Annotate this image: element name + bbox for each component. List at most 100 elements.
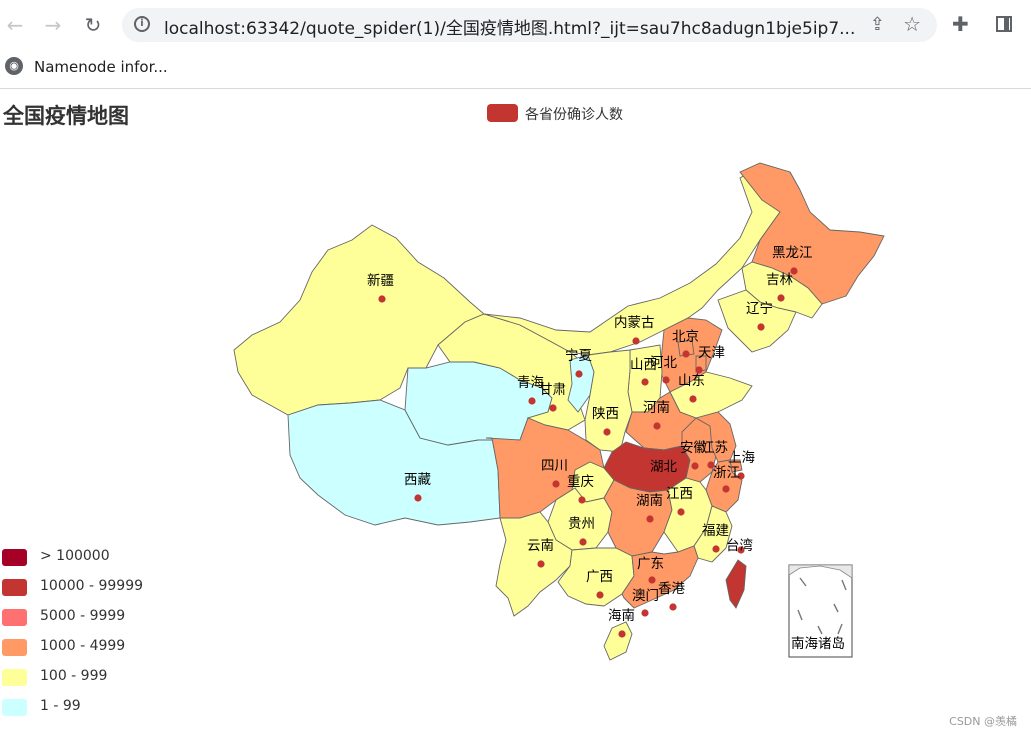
province-marker-fujian[interactable] <box>712 545 720 553</box>
province-marker-heilongjiang[interactable] <box>790 267 798 275</box>
province-yunnan[interactable] <box>495 511 573 617</box>
province-marker-jiangsu[interactable] <box>707 461 715 469</box>
province-marker-guizhou[interactable] <box>579 538 587 546</box>
province-beijing[interactable] <box>677 339 695 357</box>
province-label-shanghai: 上海 <box>728 450 755 466</box>
province-marker-yunnan[interactable] <box>537 560 545 568</box>
province-marker-shanghai[interactable] <box>737 472 745 480</box>
province-label-nanhai: 南海诸岛 <box>791 636 845 652</box>
province-label-hubei: 湖北 <box>650 459 678 475</box>
province-label-zhejiang: 浙江 <box>713 465 740 481</box>
province-label-ningxia: 宁夏 <box>565 347 593 364</box>
visual-map-swatch <box>2 609 27 626</box>
province-marker-zhejiang[interactable] <box>722 485 730 493</box>
province-marker-macau[interactable] <box>641 609 649 617</box>
province-marker-xinjiang[interactable] <box>378 295 386 303</box>
province-label-shanxi: 山西 <box>630 357 657 373</box>
province-hunan[interactable] <box>603 479 673 557</box>
province-marker-taiwan[interactable] <box>737 546 745 554</box>
province-marker-beijing[interactable] <box>682 350 690 358</box>
province-label-heilongjiang: 黑龙江 <box>772 245 813 261</box>
province-taiwan[interactable] <box>725 559 747 609</box>
province-guangdong[interactable] <box>621 545 699 609</box>
province-label-jiangsu: 江苏 <box>701 440 728 456</box>
province-marker-anhui[interactable] <box>691 462 699 470</box>
province-marker-ningxia[interactable] <box>575 370 583 378</box>
province-label-qinghai: 青海 <box>517 375 544 391</box>
province-marker-hunan[interactable] <box>646 515 654 523</box>
chart-title: 全国疫情地图 <box>3 104 129 128</box>
bookmark-item[interactable]: Namenode infor... <box>34 58 168 76</box>
province-label-shandong: 山东 <box>678 373 705 389</box>
reload-icon[interactable]: ↻ <box>84 13 102 37</box>
visual-map-swatch <box>2 549 27 566</box>
bookmarks-bar: ◉ Namenode infor... <box>0 52 1031 89</box>
province-marker-hainan[interactable] <box>618 630 626 638</box>
province-marker-liaoning[interactable] <box>757 323 765 331</box>
province-marker-henan[interactable] <box>653 422 661 430</box>
province-label-macau: 澳门 <box>632 588 659 604</box>
province-label-anhui: 安徽 <box>680 440 708 456</box>
side-panel-icon[interactable] <box>996 16 1012 32</box>
visual-map-label: 1000 - 4999 <box>40 638 126 654</box>
province-label-xinjiang: 新疆 <box>367 273 394 289</box>
province-label-henan: 河南 <box>643 400 670 416</box>
province-label-taiwan: 台湾 <box>726 537 753 554</box>
address-bar[interactable]: i localhost:63342/quote_spider(1)/全国疫情地图… <box>122 8 937 42</box>
province-xinjiang[interactable] <box>233 224 485 416</box>
province-marker-hebei[interactable] <box>662 376 670 384</box>
province-shaanxi[interactable] <box>584 349 633 453</box>
province-marker-shanxi[interactable] <box>641 378 649 386</box>
province-marker-guangxi[interactable] <box>596 591 604 599</box>
url-text[interactable]: localhost:63342/quote_spider(1)/全国疫情地图.h… <box>164 19 854 39</box>
legend-swatch <box>487 104 518 122</box>
province-liaoning[interactable] <box>717 289 797 353</box>
puzzle-icon[interactable]: ✚ <box>952 12 969 36</box>
province-marker-jilin[interactable] <box>777 294 785 302</box>
share-icon[interactable]: ⇪ <box>869 14 885 35</box>
visual-map-swatch <box>2 639 27 656</box>
credit-text: CSDN @羡橘 <box>949 715 1017 728</box>
province-marker-hubei[interactable] <box>661 480 669 488</box>
province-label-neimenggu: 内蒙古 <box>614 315 655 331</box>
province-label-beijing: 北京 <box>672 329 699 345</box>
province-marker-tianjin[interactable] <box>695 366 703 374</box>
star-icon[interactable]: ☆ <box>903 12 921 36</box>
province-marker-shandong[interactable] <box>689 395 697 403</box>
province-label-xizang: 西藏 <box>404 472 431 488</box>
globe-icon: ◉ <box>5 57 23 75</box>
province-label-chongqing: 重庆 <box>567 474 594 490</box>
province-marker-neimenggu[interactable] <box>632 337 640 345</box>
province-marker-hongkong[interactable] <box>669 603 677 611</box>
info-icon[interactable]: i <box>134 16 150 32</box>
province-label-liaoning: 辽宁 <box>746 300 773 317</box>
province-marker-chongqing[interactable] <box>578 496 586 504</box>
province-marker-qinghai[interactable] <box>528 397 536 405</box>
visual-map-label: 10000 - 99999 <box>40 578 144 594</box>
visual-map-label: 5000 - 9999 <box>40 608 126 624</box>
province-label-jilin: 吉林 <box>766 272 794 288</box>
province-label-yunnan: 云南 <box>527 538 554 554</box>
province-marker-shaanxi[interactable] <box>603 428 611 436</box>
province-label-tianjin: 天津 <box>698 345 725 361</box>
forward-icon[interactable]: → <box>44 13 62 37</box>
visual-map-label: 1 - 99 <box>40 698 81 714</box>
province-marker-xizang[interactable] <box>414 494 422 502</box>
back-icon[interactable]: ← <box>6 13 24 37</box>
province-label-guizhou: 贵州 <box>568 516 595 532</box>
province-label-guangxi: 广西 <box>586 569 613 585</box>
province-label-guangdong: 广东 <box>637 556 664 572</box>
province-marker-jiangxi[interactable] <box>677 508 685 516</box>
province-label-hongkong: 香港 <box>658 581 686 597</box>
province-heilongjiang[interactable] <box>739 162 885 305</box>
province-label-gansu: 甘肃 <box>539 382 566 398</box>
province-guangxi[interactable] <box>557 547 635 607</box>
province-marker-gansu[interactable] <box>549 404 557 412</box>
legend-label: 各省份确诊人数 <box>525 107 623 123</box>
province-marker-guangdong[interactable] <box>648 576 656 584</box>
province-hainan[interactable] <box>603 621 633 661</box>
province-marker-sichuan[interactable] <box>552 480 560 488</box>
province-label-jiangxi: 江西 <box>666 486 693 502</box>
